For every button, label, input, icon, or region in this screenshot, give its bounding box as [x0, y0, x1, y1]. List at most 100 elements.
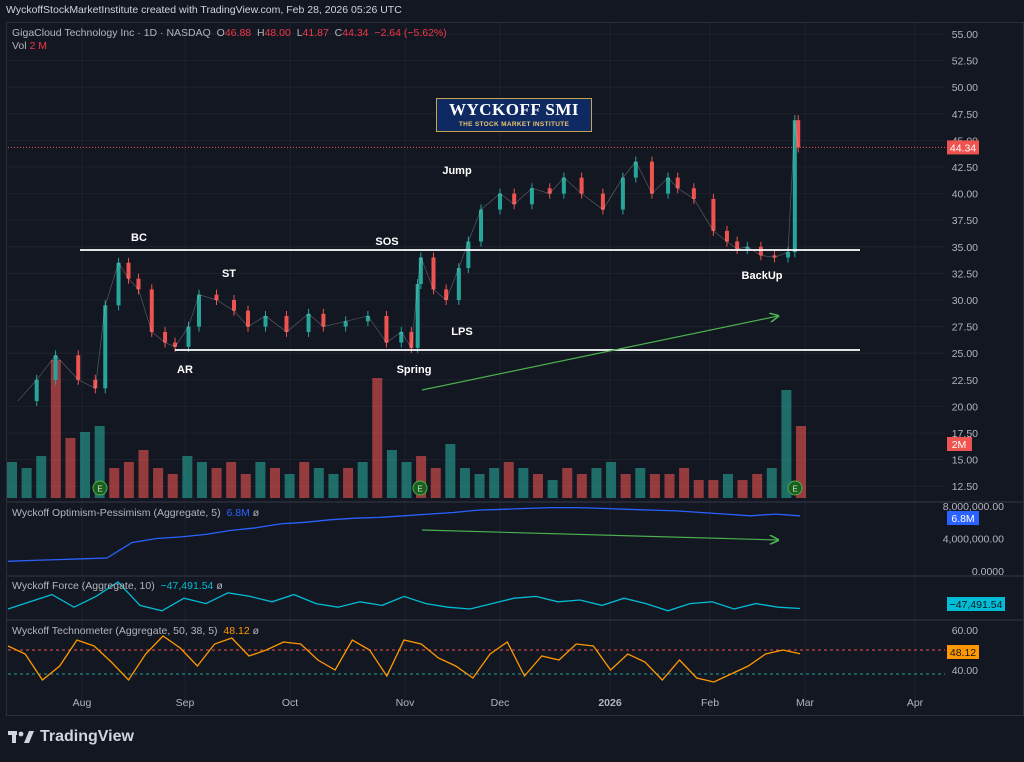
- candle: [529, 188, 534, 205]
- candle: [415, 284, 420, 348]
- volume-bar: [138, 450, 149, 498]
- symbol-title[interactable]: GigaCloud Technology Inc · 1D · NASDAQ: [12, 27, 211, 39]
- candle: [136, 278, 141, 290]
- annotation-st: ST: [222, 268, 236, 280]
- candle: [745, 246, 750, 249]
- y-tick-label: 55.00: [952, 29, 978, 41]
- candle: [561, 177, 566, 194]
- y-tick-label: 15.00: [952, 455, 978, 467]
- volume-bar: [635, 468, 646, 498]
- tech-y-tick: 40.00: [952, 665, 978, 677]
- event-icon-label: E: [417, 485, 422, 494]
- volume-bar: [547, 480, 558, 498]
- y-tick-label: 12.50: [952, 481, 978, 493]
- volume-bar: [562, 468, 573, 498]
- candle: [76, 355, 81, 380]
- candle: [149, 289, 154, 332]
- volume-bar: [416, 456, 427, 498]
- x-tick-label: Dec: [491, 697, 510, 709]
- volume-bar: [708, 480, 719, 498]
- candle: [444, 289, 449, 300]
- logo-subtitle: THE STOCK MARKET INSTITUTE: [458, 121, 570, 128]
- volume-bar: [109, 468, 120, 498]
- force-title[interactable]: Wyckoff Force (Aggregate, 10): [12, 580, 155, 592]
- volume-bar: [591, 468, 602, 498]
- tradingview-footer[interactable]: TradingView: [8, 728, 134, 746]
- candle: [197, 294, 201, 327]
- candle: [547, 188, 552, 194]
- volume-bar: [36, 456, 47, 498]
- optimism-line: [7, 506, 801, 562]
- technometer-line: [7, 635, 801, 683]
- candle: [365, 315, 370, 322]
- volume-bar: [796, 426, 806, 498]
- candle: [479, 209, 483, 242]
- uptrend-arrow: [421, 316, 778, 391]
- candle: [772, 255, 777, 258]
- candle: [343, 321, 348, 327]
- candle: [306, 313, 311, 332]
- event-icon: [92, 480, 108, 496]
- candle: [466, 241, 471, 269]
- volume-bar: [489, 468, 500, 498]
- tech-y-tick: 60.00: [952, 625, 978, 637]
- volume-legend: Vol 2 M: [12, 40, 47, 52]
- volume-bar: [299, 462, 310, 498]
- candle: [34, 379, 39, 402]
- optimism-divergence-arrow: [421, 529, 778, 540]
- chart-credit: WyckoffStockMarketInstitute created with…: [6, 4, 402, 16]
- y-tick-label: 37.50: [952, 215, 978, 227]
- candle: [418, 257, 423, 285]
- candle: [711, 198, 716, 231]
- volume-bar: [153, 468, 164, 498]
- candle: [93, 379, 98, 389]
- candle: [384, 315, 389, 343]
- candle: [163, 331, 168, 343]
- volume-bar: [737, 480, 748, 498]
- volume-bar: [503, 462, 514, 498]
- tradingview-logo-icon: [8, 731, 34, 743]
- annotation-bc: BC: [131, 232, 147, 244]
- volume-bar: [284, 474, 295, 498]
- event-icon-label: E: [792, 485, 797, 494]
- volume-badge: [947, 437, 972, 451]
- open-label: O: [216, 27, 225, 39]
- candle: [214, 294, 219, 300]
- volume-bar: [167, 474, 178, 498]
- candle: [735, 241, 740, 249]
- optimism-title[interactable]: Wyckoff Optimism-Pessimism (Aggregate, 5…: [12, 507, 221, 519]
- candle: [691, 188, 696, 199]
- force-value-badge-text: −47,491.54: [950, 599, 1003, 611]
- volume-bar: [722, 474, 733, 498]
- technometer-title[interactable]: Wyckoff Technometer (Aggregate, 50, 38, …: [12, 625, 218, 637]
- candle: [409, 331, 414, 348]
- volume-bar: [328, 474, 339, 498]
- x-tick-label: Sep: [176, 697, 195, 709]
- high-value: 48.00: [264, 27, 291, 39]
- candle: [512, 193, 517, 205]
- volume-bar: [255, 462, 266, 498]
- candle: [399, 331, 404, 343]
- technometer-value: 48.12: [223, 625, 250, 637]
- volume-bar: [80, 432, 91, 498]
- event-icon: [412, 480, 428, 496]
- candle: [792, 120, 797, 253]
- volume-bar: [664, 474, 675, 498]
- y-tick-label: 20.00: [952, 401, 978, 413]
- candle: [284, 315, 289, 332]
- y-tick-label: 47.50: [952, 109, 978, 121]
- annotation-backup: BackUp: [742, 270, 783, 282]
- x-tick-label: Aug: [73, 697, 92, 709]
- event-icon-label: E: [97, 485, 102, 494]
- op-value-badge-text: 6.8M: [951, 513, 974, 525]
- volume-bar: [240, 474, 251, 498]
- optimism-value: 6.8M: [226, 507, 250, 519]
- candle: [431, 257, 436, 290]
- main-legend: GigaCloud Technology Inc · 1D · NASDAQ O…: [12, 27, 447, 39]
- op-y-tick: 8,000,000.00: [943, 501, 1004, 513]
- volume-bar: [343, 468, 354, 498]
- candle: [649, 161, 654, 194]
- optimism-null-icon: ø: [252, 507, 260, 519]
- low-value: 41.87: [302, 27, 329, 39]
